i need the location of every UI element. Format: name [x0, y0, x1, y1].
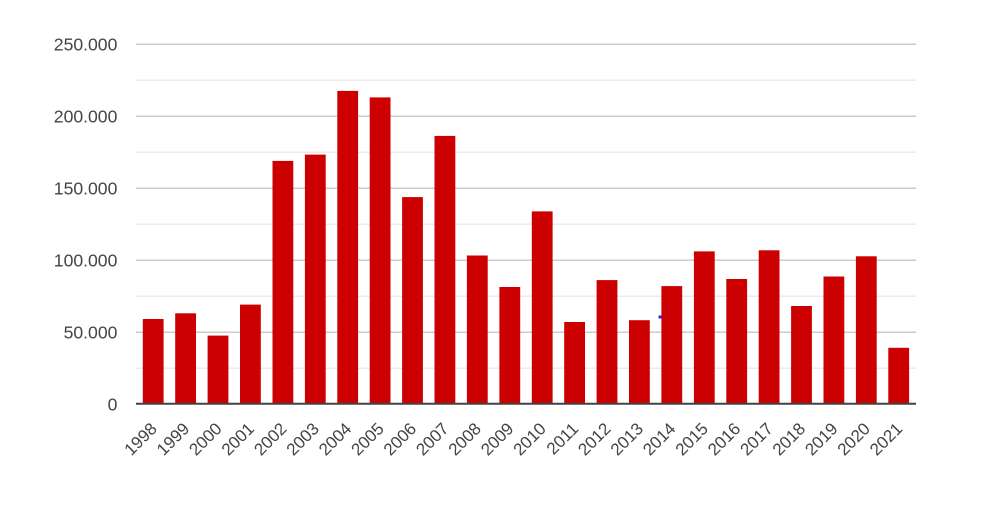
- svg-text:100.000: 100.000: [54, 251, 118, 271]
- svg-text:50.000: 50.000: [64, 323, 118, 343]
- svg-text:250.000: 250.000: [54, 35, 118, 55]
- svg-text:0: 0: [108, 395, 118, 415]
- svg-text:150.000: 150.000: [54, 179, 118, 199]
- svg-text:200.000: 200.000: [54, 107, 118, 127]
